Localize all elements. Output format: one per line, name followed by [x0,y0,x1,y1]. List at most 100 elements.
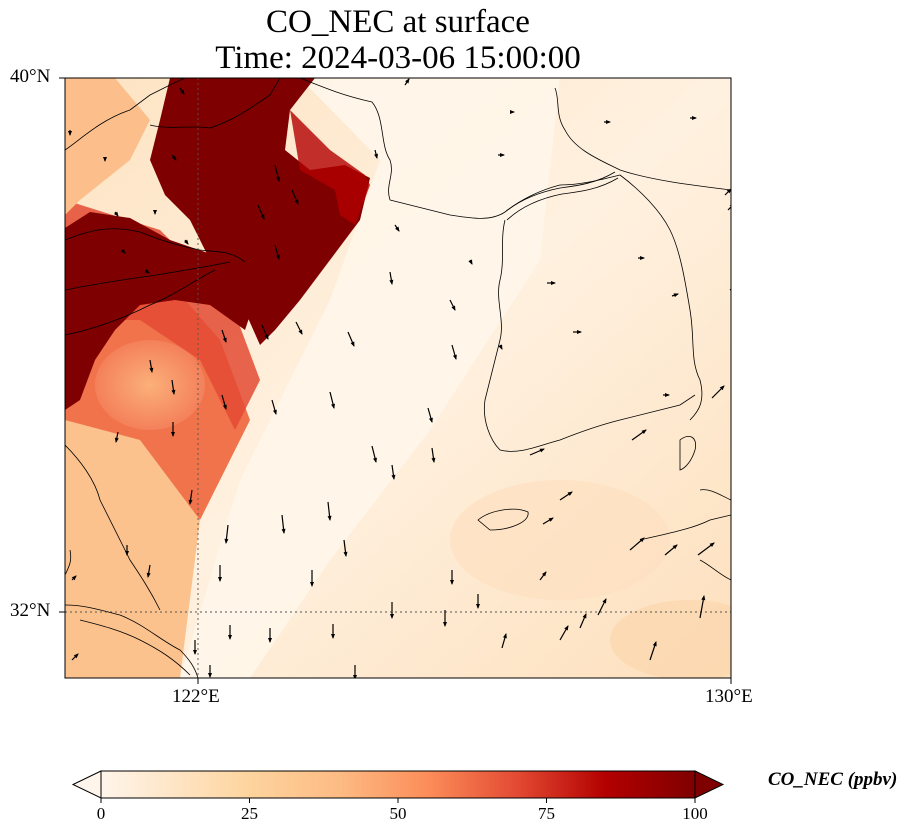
wind-arrow-head [222,404,227,410]
map-time-subtitle: Time: 2024-03-06 15:00:00 [215,40,581,76]
wind-arrow-head [405,78,410,84]
wind-arrow-head [264,334,269,340]
wind-arrow-head [564,625,569,631]
wind-arrow-head [672,544,678,550]
wind-arrow-head [709,542,715,547]
lon-label-122e: 122°E [172,686,220,707]
axis-ticks [59,77,732,684]
wind-arrow-head [374,153,378,159]
wind-arrow-head [542,571,547,577]
wind-arrow [727,206,731,211]
wind-arrow-head [551,281,556,285]
wind-arrow-head [665,393,670,397]
wind-arrow-head [171,389,176,395]
wind-arrow-head [218,577,222,582]
wind-arrow-head [389,279,394,285]
wind-arrow-head [268,638,272,643]
wind-arrow-head [701,595,706,601]
wind-arrow-head [103,157,107,162]
wind-arrow-head [228,635,232,640]
wind-arrow-head [390,614,394,619]
wind-arrow-head [114,437,119,443]
colorbar-tick-label: 50 [389,804,407,823]
wind-arrow-head [144,269,150,274]
wind-arrow-head [510,110,515,114]
wind-arrow-head [120,248,126,254]
wind-arrow-head [153,210,157,215]
lat-label-32n: 32°N [10,600,51,621]
wind-arrow-head [343,551,348,557]
colorbar-max-extend [694,770,725,799]
wind-arrow-head [310,582,314,587]
wind-arrow-head [391,474,396,480]
wind-arrow-head [71,575,77,581]
wind-arrow-head [171,432,175,437]
wind-arrow-head [476,604,480,609]
colorbar [71,770,725,803]
wind-arrow-head [539,448,545,453]
wind-arrow-head [726,188,731,194]
colorbar-tick-label: 75 [538,804,555,823]
wind-arrow-head [193,650,197,655]
wind-arrow-head [719,385,725,391]
wind-arrow-head [500,153,505,157]
colorbar-gradient [101,771,695,798]
lon-label-130e: 130°E [705,686,753,707]
wind-arrow-head [452,354,457,360]
wind-arrow-head [451,305,456,311]
lat-label-40n: 40°N [10,66,51,87]
colorbar-min-extend [71,770,102,799]
wind-arrow-head [298,329,303,335]
wind-arrow-head [276,176,280,182]
gridlines [65,78,731,678]
wind-arrow-head [180,89,185,95]
wind-arrow-head [114,211,119,217]
wind-arrow-head [331,403,335,409]
wind-arrow-head [431,457,436,463]
wind-arrow-head [208,673,212,678]
wind-arrow-head [498,344,503,350]
colorbar-tick-label: 0 [96,804,106,823]
wind-arrow-head [222,337,227,343]
wind-arrow-head [443,622,447,627]
wind-arrow-head [281,528,286,534]
wind-arrow-head [171,155,177,161]
wind-arrow-head [673,293,679,298]
wind-arrow-head [606,120,611,124]
wind-arrow-head [502,633,507,639]
wind-arrow-head [428,417,433,423]
wind-arrow-head [188,499,193,505]
wind-arrow-head [294,199,299,205]
wind-arrow-head [640,256,645,260]
wind-arrow-head [450,580,454,585]
wind-arrow-head [260,214,265,220]
concentration-field [65,78,731,678]
wind-arrow-head [275,254,280,260]
wind-arrow-head [327,515,332,521]
colorbar-tick-label: 25 [241,804,258,823]
wind-arrow-head [395,226,400,232]
wind-arrow-head [350,341,355,347]
wind-arrow-head [149,367,154,373]
wind-arrow-head [125,551,129,556]
wind-arrow-head [272,409,277,415]
colorbar-label: CO_NEC (ppbv) [768,769,898,790]
wind-arrow-head [641,429,647,434]
wind-arrow-head [184,239,189,245]
wind-arrow-head [224,538,229,544]
map-frame [64,77,732,679]
wind-arrow-head [734,283,739,288]
wind-arrow-head [146,572,151,578]
wind-arrow-head [577,330,582,334]
wind-arrow-head [353,675,357,678]
colorbar-tick-label: 100 [682,804,708,823]
wind-arrow-head [73,653,79,659]
wind-arrow-head [468,259,473,265]
wind-arrow-head [373,457,377,463]
coastlines [65,78,731,678]
wind-arrow-head [602,598,607,604]
wind-arrow-head [639,537,645,543]
wind-vectors [68,78,739,678]
wind-arrow-head [68,131,72,136]
